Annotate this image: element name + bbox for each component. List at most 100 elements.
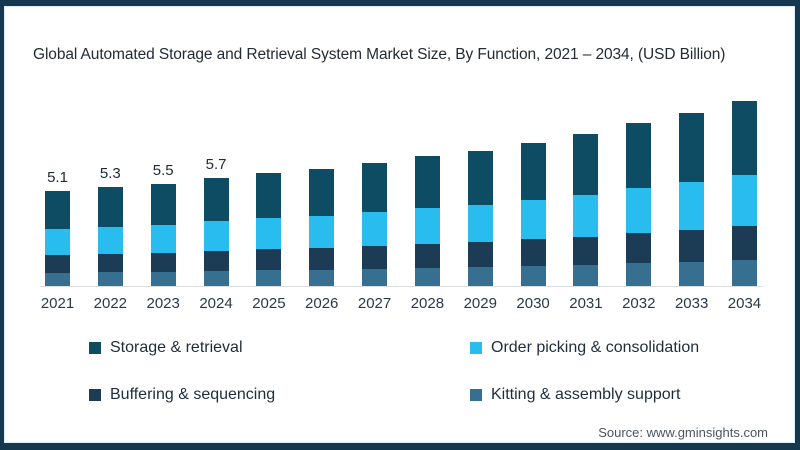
bar-column-2026: 2026 xyxy=(305,169,338,312)
bar-segment-order-2025 xyxy=(256,218,282,249)
bar-segment-buffering-2023 xyxy=(150,253,176,272)
x-axis-label-2028: 2028 xyxy=(410,295,445,312)
bar-column-2022: 5.3 2022 xyxy=(94,165,127,312)
bar-value-label-2024: 5.7 xyxy=(205,156,227,173)
chart-title: Global Automated Storage and Retrieval S… xyxy=(33,46,726,63)
x-axis-label-2027: 2027 xyxy=(357,295,392,312)
legend-item-kitting: Kitting & assembly support xyxy=(470,386,699,404)
bar-column-2033: 2033 xyxy=(675,113,708,312)
bar-segment-buffering-2034 xyxy=(731,226,757,260)
bar-segment-storage-2028 xyxy=(414,156,440,208)
legend-item-buffering: Buffering & sequencing xyxy=(89,386,470,404)
bar-segment-kitting-2030 xyxy=(520,266,546,286)
x-axis-label-2034: 2034 xyxy=(727,295,762,312)
bar-segment-kitting-2031 xyxy=(573,265,599,286)
x-axis-label-2021: 2021 xyxy=(40,295,75,312)
legend-swatch-icon-storage xyxy=(89,342,101,354)
bar-segment-buffering-2033 xyxy=(679,230,705,262)
legend-swatch-icon-buffering xyxy=(89,389,101,401)
bar-segment-order-2024 xyxy=(203,221,229,251)
bar-segment-kitting-2027 xyxy=(362,269,388,286)
source-text: Source: www.gminsights.com xyxy=(598,425,768,440)
bar-segment-storage-2022 xyxy=(97,187,123,227)
x-axis-label-2032: 2032 xyxy=(622,295,656,312)
bar-segment-storage-2026 xyxy=(309,169,335,216)
bar-segment-kitting-2026 xyxy=(309,270,335,286)
legend-item-order: Order picking & consolidation xyxy=(470,339,699,357)
bar-column-2028: 2028 xyxy=(411,156,444,312)
bar-segment-order-2021 xyxy=(45,229,70,255)
bar-column-2034: 2034 xyxy=(728,101,761,312)
bar-segment-order-2023 xyxy=(150,225,176,253)
bar-segment-order-2034 xyxy=(731,175,757,226)
bar-segment-storage-2023 xyxy=(150,184,176,225)
x-axis-label-2024: 2024 xyxy=(199,295,233,312)
x-axis-label-2025: 2025 xyxy=(252,295,286,312)
bar-segment-storage-2032 xyxy=(626,123,652,188)
bar-column-2032: 2032 xyxy=(622,123,655,312)
bar-segment-order-2026 xyxy=(309,216,335,248)
bar-segment-order-2032 xyxy=(626,188,652,233)
bar-value-label-2021: 5.1 xyxy=(47,169,68,186)
bar-segment-storage-2027 xyxy=(362,163,388,212)
bar-segment-order-2022 xyxy=(97,227,123,254)
legend: Storage & retrieval Order picking & conso… xyxy=(89,339,699,404)
legend-label-storage: Storage & retrieval xyxy=(110,339,243,356)
bar-segment-buffering-2030 xyxy=(520,239,546,266)
bar-segment-order-2031 xyxy=(573,195,599,237)
bar-segment-buffering-2022 xyxy=(97,254,123,272)
bar-column-2024: 5.7 2024 xyxy=(199,156,232,312)
bar-segment-kitting-2023 xyxy=(150,272,176,286)
bar-column-2030: 2030 xyxy=(516,143,550,312)
bar-segment-kitting-2021 xyxy=(45,273,70,286)
bar-segment-storage-2029 xyxy=(467,151,493,205)
bar-segment-kitting-2029 xyxy=(467,267,493,286)
x-axis-label-2029: 2029 xyxy=(463,295,497,312)
x-axis-label-2023: 2023 xyxy=(146,295,180,312)
bar-segment-kitting-2034 xyxy=(731,260,757,286)
bar-segment-storage-2024 xyxy=(203,178,229,221)
bar-segment-kitting-2024 xyxy=(203,271,229,286)
bar-segment-buffering-2021 xyxy=(45,255,70,273)
legend-label-kitting: Kitting & assembly support xyxy=(491,386,681,403)
bar-segment-storage-2025 xyxy=(256,173,282,218)
bar-segment-kitting-2032 xyxy=(626,263,652,286)
bar-segment-storage-2021 xyxy=(45,191,70,229)
bar-segment-buffering-2027 xyxy=(362,246,388,269)
x-axis-label-2026: 2026 xyxy=(305,295,339,312)
x-axis-label-2031: 2031 xyxy=(569,295,603,312)
bar-segment-order-2028 xyxy=(414,208,440,244)
bar-segment-kitting-2033 xyxy=(679,262,705,286)
bar-segment-storage-2031 xyxy=(573,134,599,195)
bar-column-2029: 2029 xyxy=(464,151,497,312)
bar-segment-buffering-2025 xyxy=(256,249,282,270)
bar-segment-order-2033 xyxy=(679,182,705,230)
bar-column-2025: 2025 xyxy=(252,173,286,312)
bar-segment-buffering-2029 xyxy=(467,242,493,267)
bar-segment-storage-2033 xyxy=(679,113,705,182)
bar-column-2021: 5.1 2021 xyxy=(41,169,74,312)
x-axis-label-2022: 2022 xyxy=(93,295,128,312)
x-axis-label-2030: 2030 xyxy=(516,295,550,312)
x-axis-line xyxy=(40,286,763,287)
bar-value-label-2023: 5.5 xyxy=(152,162,174,179)
bar-segment-kitting-2022 xyxy=(97,272,123,286)
bar-segment-kitting-2028 xyxy=(414,268,440,286)
bar-column-2031: 2031 xyxy=(569,134,603,312)
x-axis-label-2033: 2033 xyxy=(674,295,709,312)
bar-segment-buffering-2024 xyxy=(203,251,229,271)
bar-segment-buffering-2026 xyxy=(309,248,335,270)
legend-swatch-icon-kitting xyxy=(470,389,482,401)
bar-column-2023: 5.5 2023 xyxy=(147,162,180,312)
bar-segment-kitting-2025 xyxy=(256,270,282,286)
bar-segment-storage-2030 xyxy=(520,143,546,200)
bar-segment-buffering-2031 xyxy=(573,237,599,265)
bar-segment-buffering-2032 xyxy=(626,233,652,263)
legend-swatch-icon-order xyxy=(470,342,482,354)
legend-label-buffering: Buffering & sequencing xyxy=(110,386,276,403)
bar-segment-order-2029 xyxy=(467,205,493,242)
bar-column-2027: 2027 xyxy=(358,163,391,312)
plot-area: 5.1 2021 5.3 2022 5.5 2023 5.7 2024 2025 2026 2027… xyxy=(41,86,761,312)
bar-segment-order-2027 xyxy=(362,212,388,246)
bar-segment-order-2030 xyxy=(520,200,546,239)
